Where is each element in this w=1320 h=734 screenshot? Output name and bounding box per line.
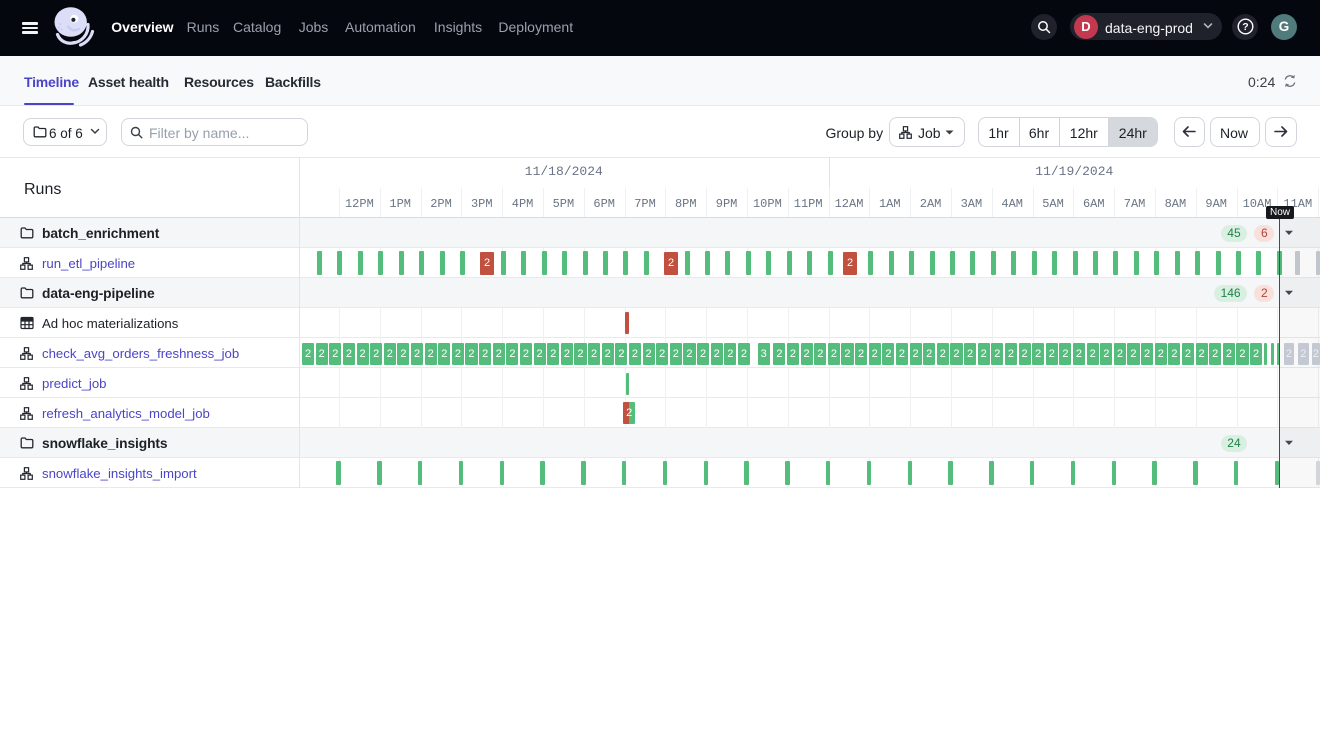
svg-text:?: ?	[1242, 21, 1248, 33]
